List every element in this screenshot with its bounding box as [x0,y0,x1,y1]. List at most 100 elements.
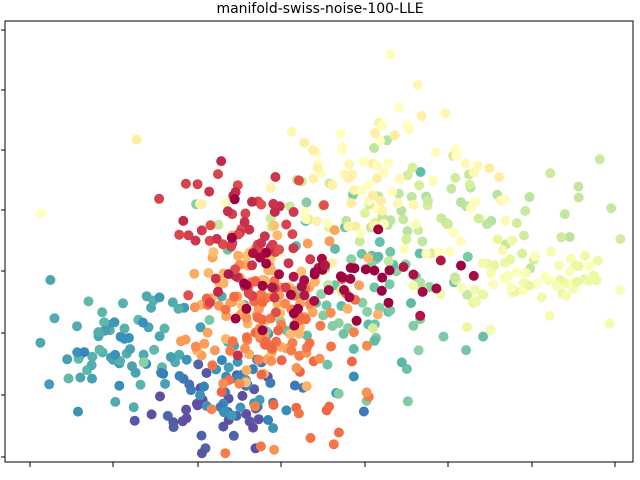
data-point [190,341,201,352]
data-point [482,219,492,230]
data-point [546,246,557,257]
data-point [309,269,320,280]
data-point [183,290,194,301]
data-point [333,427,344,438]
data-point [177,416,188,427]
data-point [288,271,299,282]
data-point [93,327,104,338]
data-point [180,334,191,345]
data-point [473,213,484,224]
data-point [499,194,510,205]
data-point [123,332,134,343]
data-point [261,258,272,269]
data-point [141,291,152,302]
data-point [511,267,522,278]
data-point [87,351,98,362]
data-point [226,410,237,421]
data-point [235,402,246,413]
data-point [241,365,252,376]
axes-frame [4,20,634,463]
data-point [520,267,531,278]
data-point [274,269,284,280]
data-point [592,255,603,266]
data-point [247,196,257,207]
data-point [131,134,142,145]
data-point [462,251,473,262]
data-point [398,214,409,225]
data-point [324,401,335,412]
data-point [256,369,267,380]
data-point [383,297,394,308]
data-point [87,373,97,384]
data-point [446,183,457,194]
data-point [281,219,292,230]
data-point [241,332,252,343]
data-point [329,225,340,236]
data-point [178,215,189,226]
data-point [216,386,227,397]
data-point [288,308,299,319]
data-point [485,324,496,335]
data-point [257,314,267,325]
data-point [372,160,383,171]
data-point [435,255,446,266]
data-point [44,379,55,390]
data-point [337,272,348,283]
data-point [232,350,243,361]
data-point [468,270,479,281]
data-point [434,247,445,258]
data-point [226,241,236,252]
data-point [233,250,244,261]
data-point [201,368,212,378]
points-layer [35,49,626,459]
data-point [283,258,294,269]
data-point [137,317,148,328]
data-point [387,186,398,197]
data-point [402,396,413,407]
data-point [507,235,518,246]
data-point [370,128,381,139]
data-point [494,172,505,183]
data-point [337,145,348,156]
data-point [280,298,291,309]
data-point [318,200,329,211]
data-point [339,285,349,295]
data-point [281,405,292,416]
data-point [524,280,535,291]
data-point [369,335,380,346]
data-point [213,169,223,180]
data-point [348,344,359,354]
data-point [572,276,583,287]
data-point [573,261,584,272]
data-point [519,230,529,241]
data-point [383,158,394,169]
data-point [294,328,305,339]
data-point [524,192,535,202]
data-point [280,282,291,293]
data-point [270,172,281,182]
data-point [456,282,467,293]
data-point [211,233,222,244]
data-point [75,372,86,383]
data-point [417,236,428,247]
data-point [291,363,302,373]
data-point [398,262,409,272]
data-point [489,260,500,271]
data-point [330,243,340,254]
data-point [392,198,403,209]
data-point [321,300,332,311]
data-point [241,303,252,314]
data-point [348,371,359,382]
data-point [267,282,278,293]
data-point [255,441,266,452]
data-point [326,341,336,352]
data-point [226,232,237,243]
data-point [308,145,319,155]
data-point [160,378,171,389]
data-point [220,448,231,459]
data-point [256,199,267,210]
data-point [354,280,365,291]
data-point [369,265,380,276]
data-point [216,156,227,167]
data-point [83,296,94,307]
